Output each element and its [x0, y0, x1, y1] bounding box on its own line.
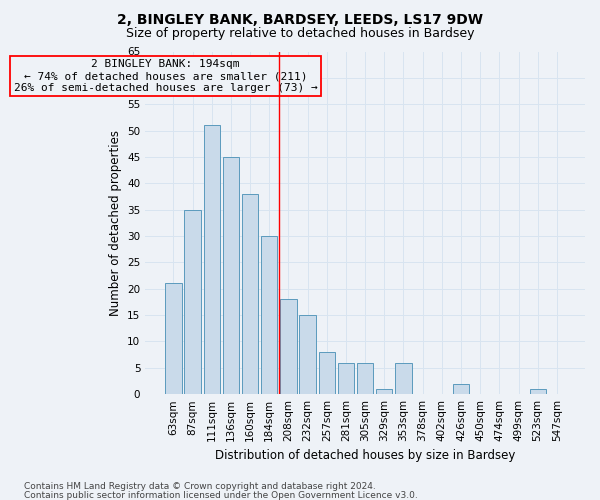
Bar [184, 210, 200, 394]
Y-axis label: Number of detached properties: Number of detached properties [109, 130, 122, 316]
Text: Contains HM Land Registry data © Crown copyright and database right 2024.: Contains HM Land Registry data © Crown c… [24, 482, 376, 491]
Bar [395, 362, 412, 394]
Bar [357, 362, 373, 394]
Bar [223, 157, 239, 394]
Bar [280, 300, 296, 394]
Text: 2, BINGLEY BANK, BARDSEY, LEEDS, LS17 9DW: 2, BINGLEY BANK, BARDSEY, LEEDS, LS17 9D… [117, 12, 483, 26]
Text: Contains public sector information licensed under the Open Government Licence v3: Contains public sector information licen… [24, 490, 418, 500]
Bar [203, 126, 220, 394]
Bar [261, 236, 277, 394]
X-axis label: Distribution of detached houses by size in Bardsey: Distribution of detached houses by size … [215, 450, 515, 462]
Text: 2 BINGLEY BANK: 194sqm
← 74% of detached houses are smaller (211)
26% of semi-de: 2 BINGLEY BANK: 194sqm ← 74% of detached… [14, 60, 317, 92]
Bar [376, 389, 392, 394]
Bar [299, 315, 316, 394]
Bar [165, 284, 182, 394]
Bar [338, 362, 354, 394]
Bar [242, 194, 258, 394]
Bar [453, 384, 469, 394]
Bar [530, 389, 546, 394]
Bar [319, 352, 335, 394]
Text: Size of property relative to detached houses in Bardsey: Size of property relative to detached ho… [126, 28, 474, 40]
